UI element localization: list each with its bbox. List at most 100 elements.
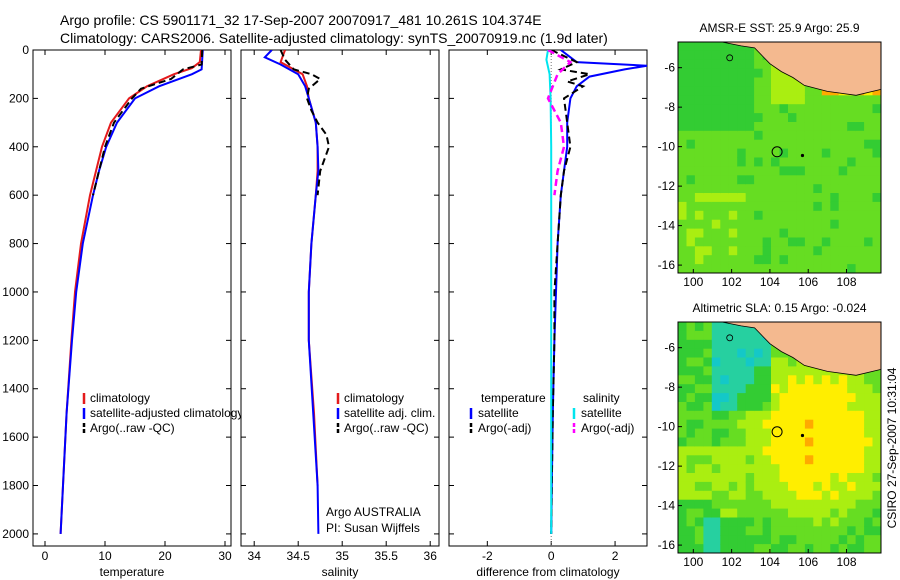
map-cell [737, 473, 747, 483]
map-cell [754, 210, 764, 221]
map-cell [796, 113, 806, 123]
map-cell [864, 526, 874, 536]
map-cell [686, 481, 696, 492]
legend-label: satellite adj. clim. [344, 406, 435, 420]
map-cell [686, 402, 696, 412]
map-cell [779, 166, 789, 176]
map-cell [855, 384, 865, 394]
map-cell [737, 113, 747, 123]
map-cell [678, 193, 688, 203]
map-cell [720, 237, 730, 247]
map-cell [779, 410, 789, 421]
map-cell [728, 95, 738, 105]
map-cell [788, 139, 798, 150]
map-cell [838, 255, 848, 265]
map-cell [720, 86, 730, 96]
map-cell [711, 464, 721, 474]
map-cell [855, 193, 865, 203]
map-cell [779, 122, 789, 132]
map-cell [762, 228, 772, 239]
map-cell [754, 246, 764, 256]
map-cell [830, 246, 840, 256]
map-cell [813, 446, 823, 456]
map-cell [678, 122, 688, 132]
map-cell [771, 122, 781, 132]
map-cell [694, 517, 704, 527]
land-mass [721, 322, 881, 376]
map-cell [838, 384, 848, 394]
map-cell [830, 104, 840, 114]
map-cell [720, 419, 730, 430]
map-cell [847, 464, 857, 474]
map-cell [728, 113, 738, 123]
map-cell [703, 393, 713, 403]
map-cell [855, 490, 865, 501]
map-cell [813, 184, 823, 194]
map-cell [771, 517, 781, 527]
map-cell [678, 148, 688, 159]
map-cell [771, 473, 781, 483]
map-cell [711, 68, 721, 79]
map-cell [728, 193, 738, 203]
map-cell [864, 375, 874, 385]
y-tick-label: 2000 [2, 527, 29, 541]
map-cell [813, 228, 823, 239]
map-cell [855, 481, 865, 492]
map-cell [737, 330, 747, 341]
map-cell [728, 348, 738, 359]
map-cell [804, 410, 814, 421]
map-cell [694, 50, 704, 61]
map-cell [813, 419, 823, 430]
map-cell [838, 490, 848, 501]
map-cell [779, 419, 789, 430]
map-cell [788, 210, 798, 221]
map-cell [694, 526, 704, 536]
map-cell [745, 184, 755, 194]
map-cell [720, 339, 730, 350]
map-cell [872, 113, 881, 123]
map-cell [694, 410, 704, 421]
map-cell [847, 526, 857, 536]
map-cell [728, 68, 738, 79]
map-cell [821, 201, 831, 212]
map-cell [771, 535, 781, 545]
map-cell [847, 499, 857, 510]
map-cell [796, 437, 806, 447]
map-cell [838, 526, 848, 536]
map-cell [694, 130, 704, 141]
map-cell [855, 437, 865, 447]
map-cell [838, 437, 848, 447]
map-cell [804, 157, 814, 167]
map-cell [754, 490, 764, 501]
map-cell [872, 499, 881, 510]
map-cell [779, 175, 789, 185]
map-cell [678, 59, 688, 70]
map-cell [788, 237, 798, 247]
map-cell [678, 201, 688, 212]
series-group [59, 50, 204, 534]
y-tick-label: 1200 [2, 333, 29, 347]
map-y-tick-label: -14 [658, 219, 676, 233]
map-cell [872, 366, 881, 376]
legend-entry: satellite-adjusted climatology [82, 406, 243, 420]
map-cell [779, 95, 789, 105]
map-cell [711, 104, 721, 114]
map-cell [703, 122, 713, 132]
map-y-tick-label: -10 [658, 140, 676, 154]
map-cell [720, 330, 730, 341]
map-cell [788, 219, 798, 230]
map-cell [745, 330, 755, 341]
map-cell [720, 77, 730, 87]
map-cell [788, 428, 798, 439]
map-cell [855, 517, 865, 527]
header-line-2: Climatology: CARS2006. Satellite-adjuste… [60, 30, 608, 46]
map-cell [762, 255, 772, 265]
map-cell [694, 77, 704, 87]
map-cell [779, 139, 789, 150]
map-cell [847, 157, 857, 167]
map-cell [813, 104, 823, 114]
map-cell [872, 508, 881, 519]
map-cell [737, 535, 747, 545]
map-cell [830, 481, 840, 492]
annotation-line-1: Argo AUSTRALIA [326, 505, 421, 519]
